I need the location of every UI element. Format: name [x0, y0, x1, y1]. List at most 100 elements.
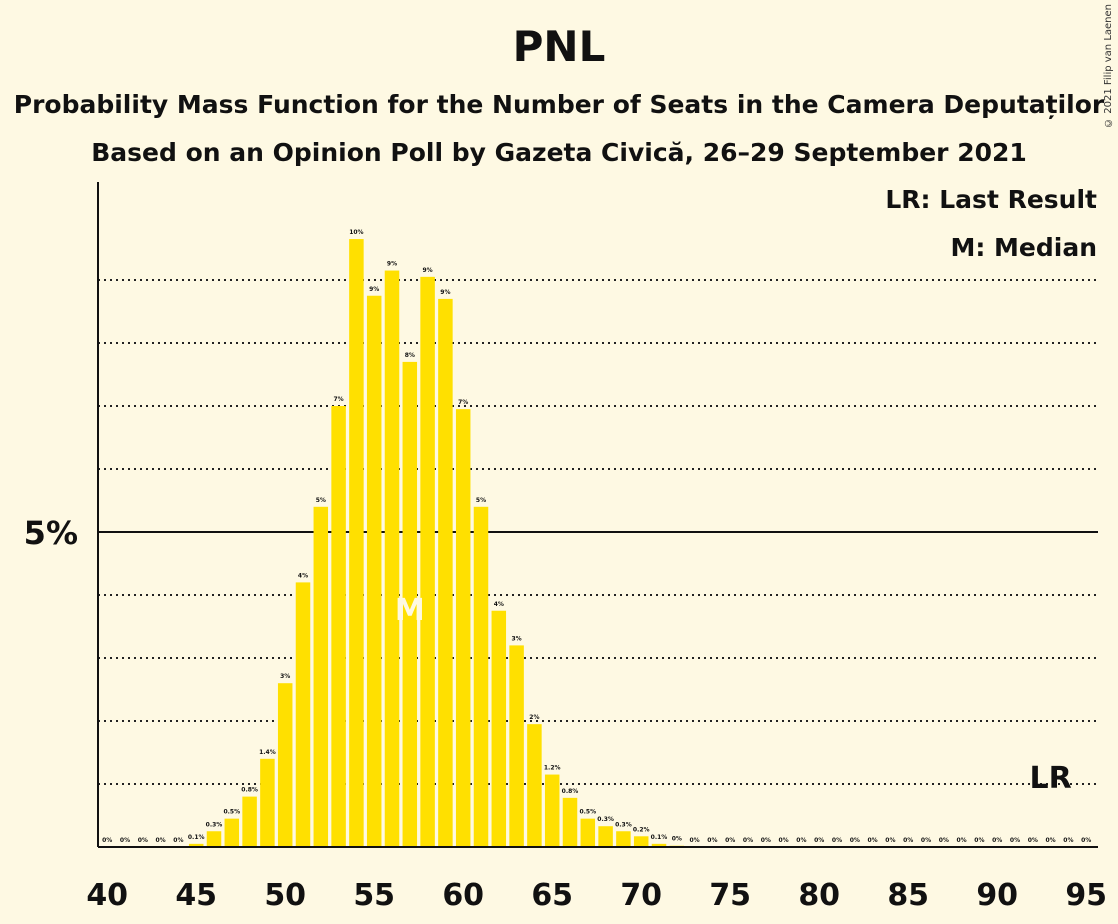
bar-label-81: 0% — [832, 837, 842, 844]
bar-label-53: 7% — [334, 396, 344, 403]
bar-50 — [277, 683, 293, 847]
bar-value-labels: 0% 0% 0% 0% 0% 0.1%0.3%0.5%0.8%1.4%3%4%5%7%10… — [102, 229, 1091, 844]
bar-label-60: 7% — [458, 399, 468, 406]
bar-label-58: 9% — [423, 267, 433, 274]
bar-label-66: 0.8% — [562, 788, 579, 795]
chart-subtitle-1: Probability Mass Function for the Number… — [13, 90, 1105, 119]
bar-label-56: 9% — [387, 261, 397, 268]
bar-label-59: 9% — [440, 289, 450, 296]
bar-label-67: 0.5% — [579, 809, 596, 816]
x-tick-label: 90 — [976, 878, 1018, 913]
legend-last-result: LR: Last Result — [885, 185, 1097, 214]
bar-label-62: 4% — [494, 601, 504, 608]
bar-label-68: 0.3% — [597, 816, 614, 823]
x-tick-labels: 40 45 50 55 60 65 70 75 80 85 90 95 — [86, 878, 1107, 913]
bar-label-72: 0% — [672, 836, 682, 843]
chart-subtitle-2: Based on an Opinion Poll by Gazeta Civic… — [91, 138, 1027, 167]
bar-54 — [349, 239, 364, 848]
bar-label-71: 0.1% — [651, 834, 668, 841]
last-result-marker: LR — [1029, 761, 1071, 796]
x-tick-label: 75 — [709, 878, 751, 913]
x-tick-label: 55 — [353, 878, 395, 913]
x-tick-label: 50 — [264, 878, 306, 913]
bar-label-44: 0% — [173, 837, 183, 844]
bar-label-48: 0.8% — [241, 787, 258, 794]
bar-65 — [544, 774, 560, 847]
bar-label-87: 0% — [939, 837, 949, 844]
bar-label-91: 0% — [1010, 837, 1020, 844]
bar-label-84: 0% — [885, 837, 895, 844]
bar-49 — [260, 758, 275, 847]
bar-label-41: 0% — [120, 837, 130, 844]
bar-61 — [473, 506, 489, 847]
bar-label-43: 0% — [156, 837, 166, 844]
x-tick-label: 95 — [1065, 878, 1107, 913]
bar-label-88: 0% — [957, 837, 967, 844]
bar-label-75: 0% — [725, 837, 735, 844]
bar-label-89: 0% — [974, 837, 984, 844]
bar-62 — [491, 610, 507, 847]
bar-label-42: 0% — [138, 837, 148, 844]
bar-label-76: 0% — [743, 837, 753, 844]
bar-label-82: 0% — [850, 837, 860, 844]
bar-label-52: 5% — [316, 497, 326, 504]
bar-46 — [206, 831, 222, 847]
bar-label-46: 0.3% — [206, 821, 223, 828]
gridlines — [98, 279, 1098, 785]
bar-label-63: 3% — [512, 635, 522, 642]
bar-47 — [224, 818, 240, 847]
bar-48 — [242, 796, 257, 847]
bar-57 — [402, 361, 418, 847]
bar-label-80: 0% — [814, 837, 824, 844]
bar-67 — [580, 818, 596, 847]
bar-label-74: 0% — [707, 837, 717, 844]
bar-label-85: 0% — [903, 837, 913, 844]
x-tick-label: 40 — [86, 878, 128, 913]
x-tick-label: 80 — [798, 878, 840, 913]
bar-51 — [295, 582, 311, 847]
bar-label-95: 0% — [1081, 837, 1091, 844]
bar-label-57: 8% — [405, 352, 415, 359]
bar-label-51: 4% — [298, 572, 308, 579]
bar-63 — [509, 645, 524, 847]
bar-label-78: 0% — [779, 837, 789, 844]
bar-label-61: 5% — [476, 497, 486, 504]
bar-label-55: 9% — [369, 286, 379, 293]
bar-label-65: 1.2% — [544, 765, 561, 772]
bar-70 — [633, 836, 649, 847]
bar-71 — [651, 843, 667, 847]
x-tick-label: 70 — [620, 878, 662, 913]
bar-52 — [313, 506, 329, 847]
legend-median: M: Median — [950, 233, 1097, 262]
bar-label-70: 0.2% — [633, 826, 650, 833]
bar-58 — [420, 276, 435, 848]
bar-label-50: 3% — [280, 673, 290, 680]
bar-label-40: 0% — [102, 837, 112, 844]
bar-label-73: 0% — [690, 837, 700, 844]
bar-label-47: 0.5% — [223, 809, 240, 816]
bar-label-92: 0% — [1028, 837, 1038, 844]
bar-68 — [598, 826, 613, 847]
bar-56 — [384, 270, 400, 847]
bar-label-64: 2% — [529, 714, 539, 721]
bar-label-93: 0% — [1046, 837, 1056, 844]
x-tick-label: 45 — [175, 878, 217, 913]
legend: LR: Last Result M: Median — [885, 185, 1097, 262]
bar-label-94: 0% — [1063, 837, 1073, 844]
markers: M LR — [395, 593, 1072, 796]
bar-label-83: 0% — [868, 837, 878, 844]
bar-label-45: 0.1% — [188, 834, 205, 841]
x-tick-label: 65 — [531, 878, 573, 913]
median-marker: M — [395, 593, 425, 628]
y-tick-labels: 5% — [24, 514, 78, 552]
x-tick-label: 85 — [887, 878, 929, 913]
bar-53 — [331, 406, 346, 847]
bar-label-90: 0% — [992, 837, 1002, 844]
bar-59 — [438, 298, 453, 847]
bar-label-54: 10% — [349, 229, 363, 236]
bar-45 — [188, 843, 204, 847]
x-tick-label: 60 — [442, 878, 484, 913]
chart-title: PNL — [512, 22, 606, 71]
bar-69 — [616, 831, 631, 847]
bars — [188, 239, 685, 848]
